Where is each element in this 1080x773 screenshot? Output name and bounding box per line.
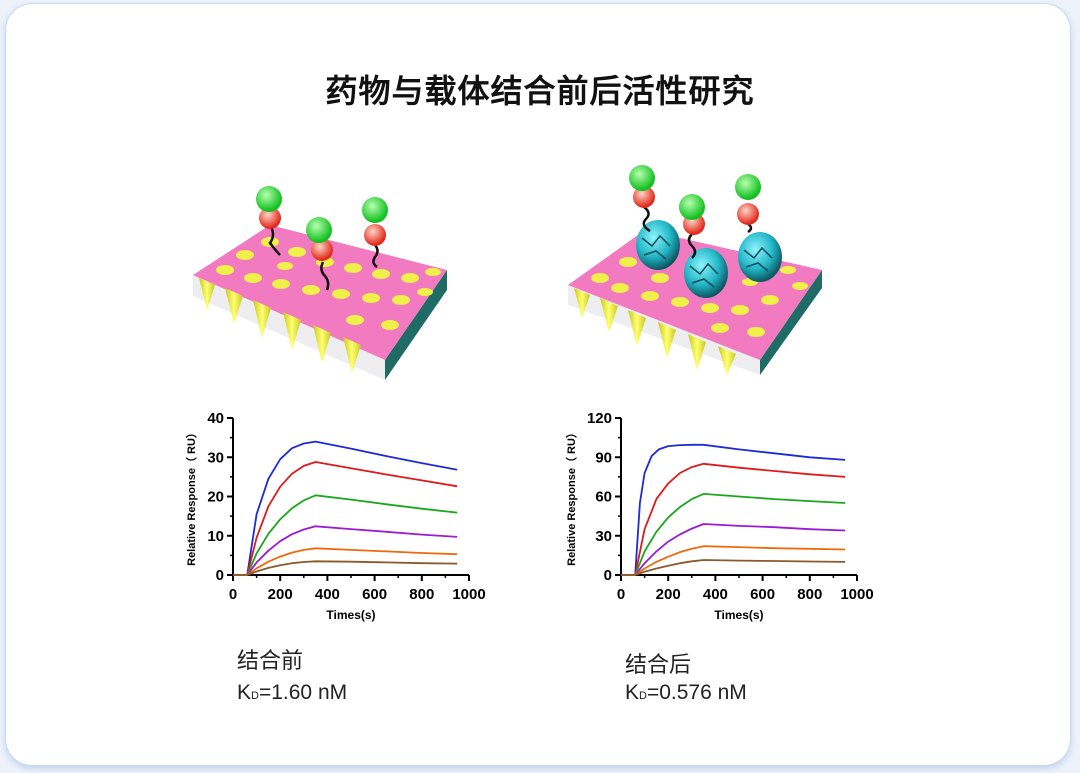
illustration-after (568, 165, 822, 375)
series-line (621, 545, 846, 576)
caption-before: 结合前 (237, 649, 304, 674)
kd-value-before: KD=1.60 nM (237, 681, 347, 705)
series-line (621, 523, 846, 576)
y-axis-label: Relative Response（ RU） (185, 427, 198, 566)
kd-symbol: K (237, 681, 252, 704)
kd-subscript: D (639, 690, 647, 702)
series-line (233, 560, 458, 576)
y-tick-label: 30 (595, 528, 612, 545)
series-line (621, 462, 846, 576)
sensorgram-chart-after: 0 200 400 600 800 1000 0 30 60 90 120 Times(s) Relat… (565, 410, 874, 622)
x-axis-label: Times(s) (326, 608, 375, 622)
x-tick-label: 600 (750, 586, 775, 603)
series-line (233, 494, 458, 576)
x-tick-label: 600 (362, 586, 387, 603)
x-tick-label: 1000 (840, 586, 873, 603)
x-tick-label: 0 (229, 586, 237, 603)
kd-number: =1.60 nM (258, 681, 348, 704)
illustration-before (193, 186, 447, 380)
x-tick-label: 400 (315, 586, 340, 603)
sensorgram-chart-before: 0 200 400 600 800 1000 0 10 20 30 40 Times(s) Relati… (185, 410, 486, 622)
carrier-particles (636, 220, 782, 298)
y-tick-label: 40 (207, 410, 224, 427)
ligand-molecules (629, 165, 761, 259)
x-tick-label: 400 (703, 586, 728, 603)
y-tick-label: 90 (595, 449, 612, 466)
x-tick-label: 0 (617, 586, 625, 603)
y-tick-label: 120 (587, 410, 612, 427)
caption-after: 结合后 (625, 653, 692, 678)
content-card (6, 4, 1070, 765)
x-tick-label: 1000 (452, 586, 485, 603)
page-title: 药物与载体结合前后活性研究 (325, 72, 755, 110)
series-line (233, 461, 458, 576)
x-tick-label: 800 (409, 586, 434, 603)
kd-value-after: KD=0.576 nM (625, 681, 747, 705)
x-tick-label: 200 (268, 586, 293, 603)
x-axis-label: Times(s) (714, 608, 763, 622)
x-tick-label: 200 (656, 586, 681, 603)
series-line (233, 440, 458, 576)
series-line (233, 525, 458, 576)
y-tick-label: 0 (604, 567, 612, 584)
kd-subscript: D (251, 690, 259, 702)
series-line (621, 559, 846, 576)
series-line (233, 547, 458, 576)
kd-symbol: K (625, 681, 640, 704)
series-line (621, 493, 846, 576)
y-tick-label: 30 (207, 449, 224, 466)
x-tick-label: 800 (797, 586, 822, 603)
y-axis-label: Relative Response（ RU） (565, 427, 578, 566)
y-tick-label: 60 (595, 489, 612, 506)
series-line (621, 443, 846, 576)
kd-number: =0.576 nM (646, 681, 747, 704)
y-tick-label: 20 (207, 489, 224, 506)
ligand-molecules (256, 186, 388, 291)
y-tick-label: 0 (216, 567, 224, 584)
y-tick-label: 10 (207, 528, 224, 545)
